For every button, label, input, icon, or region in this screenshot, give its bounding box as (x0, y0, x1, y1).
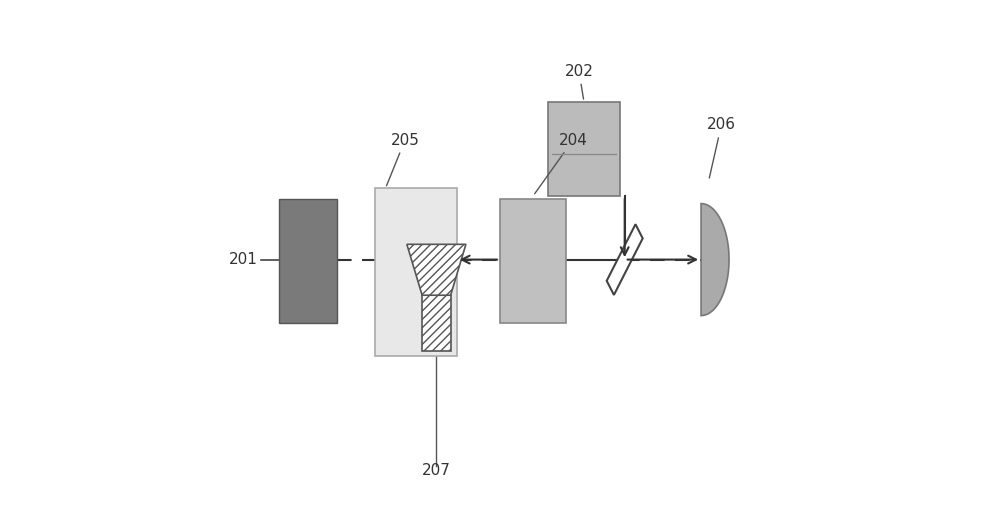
Text: 206: 206 (707, 118, 736, 178)
Bar (279, 199, 337, 323)
Bar (548, 102, 620, 196)
Text: 207: 207 (422, 464, 451, 478)
Bar (375, 188, 457, 356)
Polygon shape (701, 204, 729, 316)
Polygon shape (407, 244, 466, 295)
Polygon shape (607, 224, 643, 295)
Text: 204: 204 (535, 133, 587, 194)
Text: 205: 205 (387, 133, 419, 186)
Text: 202: 202 (564, 64, 593, 99)
Bar (500, 199, 566, 323)
Text: 201: 201 (229, 252, 258, 267)
Polygon shape (422, 295, 451, 351)
